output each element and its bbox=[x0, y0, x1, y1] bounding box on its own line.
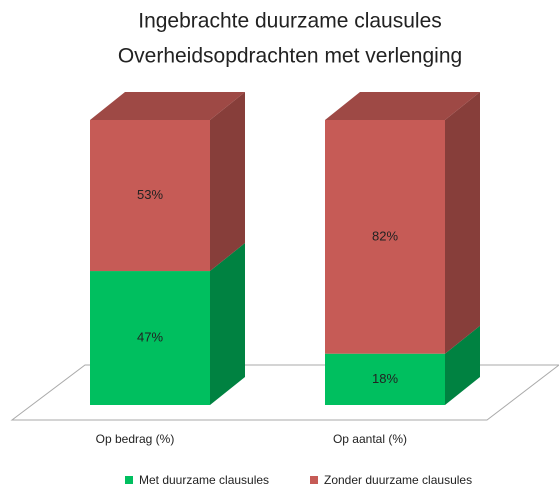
x-tick-label: Op aantal (%) bbox=[333, 432, 407, 446]
bar-side bbox=[210, 92, 245, 272]
chart-title: Ingebrachte duurzame clausules bbox=[138, 10, 442, 33]
bar-top bbox=[325, 92, 480, 120]
legend-swatch bbox=[310, 476, 318, 484]
bar-side bbox=[445, 325, 480, 405]
data-label: 18% bbox=[372, 371, 398, 386]
data-label: 82% bbox=[372, 228, 398, 243]
legend-label: Zonder duurzame clausules bbox=[324, 473, 472, 487]
legend-label: Met duurzame clausules bbox=[139, 473, 269, 487]
x-tick-label: Op bedrag (%) bbox=[96, 432, 175, 446]
bar-front bbox=[325, 120, 445, 354]
data-label: 53% bbox=[137, 187, 163, 202]
chart-title: Overheidsopdrachten met verlenging bbox=[118, 45, 462, 68]
bar-side bbox=[210, 243, 245, 405]
legend-swatch bbox=[125, 476, 133, 484]
bar-top bbox=[90, 92, 245, 120]
bar-front bbox=[90, 120, 210, 272]
bar-side bbox=[445, 92, 480, 354]
bar-front bbox=[90, 271, 210, 405]
bar-front bbox=[325, 353, 445, 405]
data-label: 47% bbox=[137, 329, 163, 344]
